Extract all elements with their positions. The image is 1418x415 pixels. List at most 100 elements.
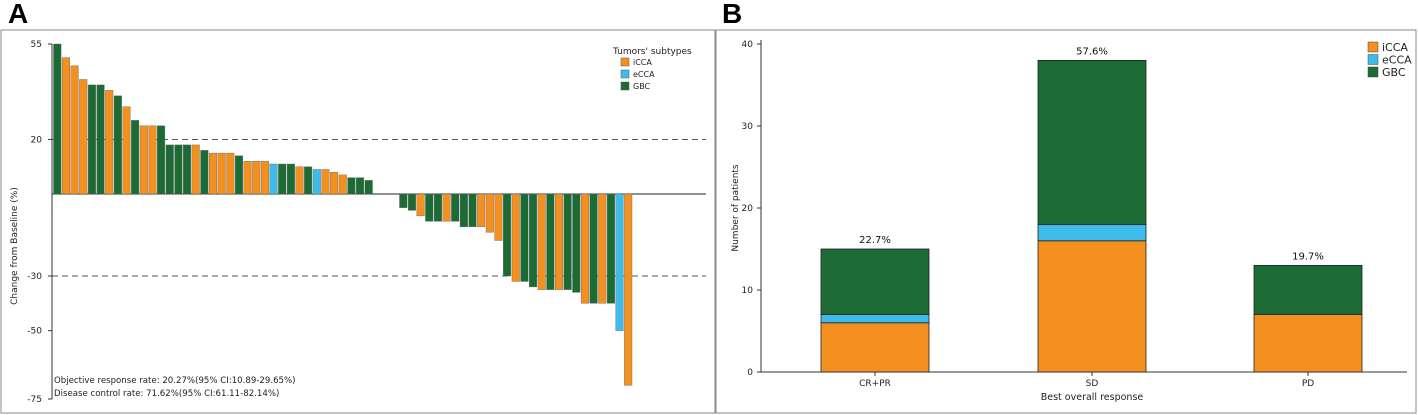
waterfall-bar (96, 84, 105, 195)
waterfall-bar (252, 161, 261, 195)
waterfall-y-tick-label: 20 (31, 135, 43, 145)
waterfall-bar (208, 152, 217, 195)
panel-label-b: B (722, 0, 743, 29)
waterfall-bar (174, 144, 183, 195)
waterfall-y-tick-label: 55 (31, 40, 42, 50)
waterfall-bar (477, 193, 486, 227)
waterfall-bar (589, 193, 598, 304)
waterfall-y-tick-label: -50 (27, 327, 42, 337)
waterfall-bar (243, 161, 252, 195)
waterfall-legend-swatch (620, 69, 630, 79)
waterfall-y-axis-label: Change from Baseline (%) (10, 187, 20, 305)
waterfall-bar (468, 193, 477, 227)
waterfall-bar (338, 174, 347, 195)
waterfall-bar (157, 125, 166, 195)
waterfall-chart: 55 20 -30 -50 -75 Change from Baseline (%) Tum… (10, 40, 706, 405)
waterfall-bar (425, 193, 434, 222)
stacked-data-label: 57.6% (1076, 46, 1108, 57)
waterfall-bar (494, 193, 503, 241)
stacked-legend-label: GBC (1382, 66, 1406, 79)
stacked-y-tick-label: 40 (742, 40, 754, 50)
waterfall-bar (286, 163, 295, 195)
panel-a-border (0, 29, 716, 414)
waterfall-bar (61, 57, 70, 195)
stacked-x-axis-label: Best overall response (1041, 392, 1144, 403)
stacked-bar-segment (1037, 223, 1147, 242)
waterfall-bar (459, 193, 468, 227)
stacked-legend-swatch (1367, 66, 1379, 78)
stacked-y-tick-label: 0 (747, 368, 753, 378)
waterfall-bar (269, 163, 278, 195)
waterfall-bar (433, 193, 442, 222)
waterfall-y-tick-label: -30 (27, 272, 42, 282)
waterfall-bar (563, 193, 572, 290)
waterfall-bar (53, 43, 62, 195)
waterfall-annotation: Disease control rate: 71.62%(95% CI:61.1… (54, 389, 279, 399)
waterfall-bar (312, 169, 321, 195)
waterfall-bar (606, 193, 615, 304)
waterfall-bar (399, 193, 408, 208)
waterfall-bar (520, 193, 529, 282)
waterfall-legend-swatch (620, 81, 630, 91)
stacked-y-tick-label: 30 (742, 122, 754, 132)
stacked-bar-segment (1253, 264, 1363, 315)
waterfall-bar (79, 79, 88, 195)
waterfall-bar (356, 177, 365, 195)
stacked-legend-label: iCCA (1382, 41, 1408, 54)
waterfall-bar (503, 193, 512, 277)
waterfall-bar (485, 193, 494, 233)
stacked-x-tick-label: PD (1302, 379, 1314, 389)
waterfall-bar (148, 125, 157, 195)
waterfall-bar (191, 144, 200, 195)
waterfall-bar (234, 155, 243, 195)
waterfall-bar (615, 193, 624, 331)
waterfall-bar (555, 193, 564, 290)
waterfall-bar (451, 193, 460, 222)
stacked-y-tick-label: 20 (742, 204, 754, 214)
waterfall-legend-label: GBC (633, 82, 651, 91)
stacked-bar-chart: 0 10 20 30 40 Number of patients Best overall … (731, 40, 1412, 403)
stacked-legend-swatch (1367, 54, 1379, 65)
waterfall-bar (511, 193, 520, 282)
waterfall-bar (364, 180, 373, 195)
waterfall-bar (122, 106, 131, 195)
stacked-legend-swatch (1367, 41, 1379, 53)
waterfall-bar (624, 193, 633, 386)
waterfall-bar (330, 171, 339, 195)
waterfall-bar (131, 120, 140, 195)
waterfall-legend-title: Tumors' subtypes (612, 47, 692, 57)
waterfall-bar (407, 193, 416, 211)
waterfall-y-tick-label: -75 (27, 395, 42, 405)
stacked-bar-segment (820, 322, 930, 373)
waterfall-bar (295, 166, 304, 195)
stacked-y-tick-label: 10 (742, 286, 754, 296)
waterfall-bar (529, 193, 538, 288)
waterfall-bar (546, 193, 555, 290)
stacked-bar-segment (1037, 240, 1147, 373)
waterfall-bar (321, 169, 330, 195)
waterfall-bar (572, 193, 581, 293)
waterfall-bar (113, 95, 122, 195)
waterfall-bar (87, 84, 96, 195)
waterfall-legend-label: eCCA (633, 70, 655, 79)
stacked-bar-segment (820, 248, 930, 315)
stacked-y-axis-label: Number of patients (731, 164, 741, 252)
waterfall-bar (580, 193, 589, 304)
waterfall-bar (217, 152, 226, 195)
stacked-bar-segment (1253, 314, 1363, 373)
waterfall-bar (278, 163, 287, 195)
waterfall-bar (226, 152, 235, 195)
waterfall-bar (105, 90, 114, 195)
waterfall-legend-label: iCCA (633, 58, 652, 67)
waterfall-bar (139, 125, 148, 195)
waterfall-bar (598, 193, 607, 304)
waterfall-annotation: Objective response rate: 20.27%(95% CI:1… (54, 376, 296, 386)
waterfall-bar (347, 177, 356, 195)
stacked-bar-segment (1037, 60, 1147, 225)
waterfall-bar (260, 161, 269, 195)
panel-b-border (715, 29, 1417, 414)
stacked-x-tick-label: SD (1086, 379, 1099, 389)
panel-label-a: A (8, 0, 29, 29)
waterfall-legend-swatch (620, 57, 630, 67)
stacked-x-tick-label: CR+PR (859, 379, 891, 389)
